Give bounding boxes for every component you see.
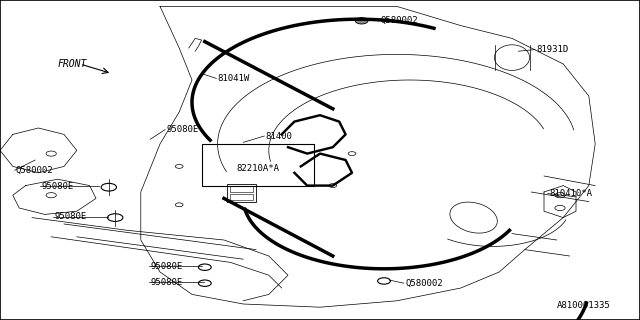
Text: 81931D: 81931D bbox=[536, 45, 568, 54]
Text: Q580002: Q580002 bbox=[16, 166, 54, 175]
Text: FRONT: FRONT bbox=[58, 59, 87, 69]
Text: 81400: 81400 bbox=[266, 132, 292, 140]
Text: Q580002: Q580002 bbox=[405, 279, 443, 288]
Text: 81041W: 81041W bbox=[218, 74, 250, 83]
Text: 95080E: 95080E bbox=[54, 212, 86, 221]
Bar bbox=[230, 194, 253, 200]
Text: Q580002: Q580002 bbox=[381, 16, 419, 25]
Bar bbox=[227, 184, 256, 202]
Text: 810410*A: 810410*A bbox=[549, 189, 592, 198]
Text: 95080E: 95080E bbox=[150, 262, 182, 271]
Text: 95080E: 95080E bbox=[166, 125, 198, 134]
Text: A810001335: A810001335 bbox=[557, 301, 611, 310]
Bar bbox=[230, 186, 253, 192]
Text: 82210A*A: 82210A*A bbox=[236, 164, 280, 172]
Text: 95080E: 95080E bbox=[42, 182, 74, 191]
Text: 95080E: 95080E bbox=[150, 278, 182, 287]
Bar bbox=[202, 144, 314, 186]
Circle shape bbox=[355, 18, 368, 24]
